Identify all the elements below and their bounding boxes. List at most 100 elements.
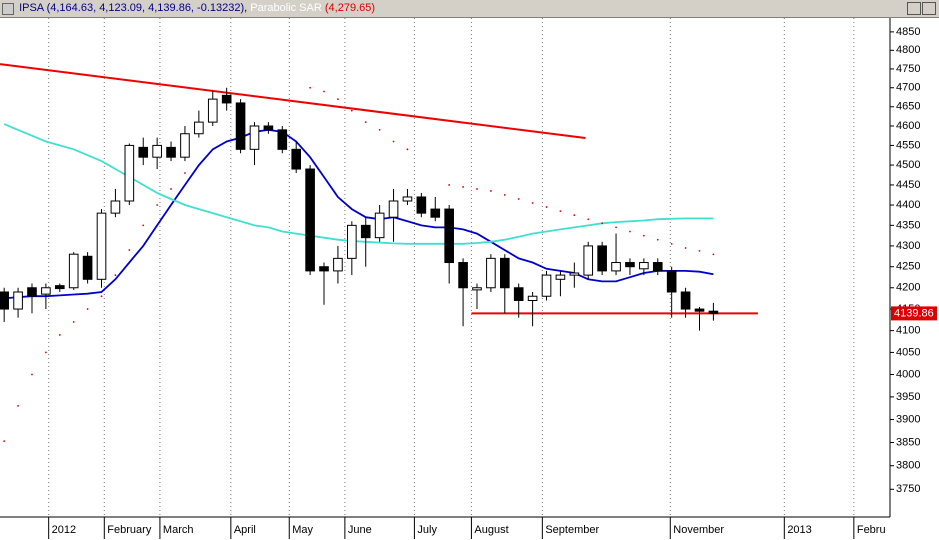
candle-body bbox=[0, 291, 9, 310]
sar-dot bbox=[573, 214, 576, 217]
sar-dot bbox=[601, 222, 604, 225]
candle-body bbox=[639, 262, 649, 270]
candle-body bbox=[680, 291, 691, 310]
chart: 4850 4800 4750 4700 4650 4600 4550 4500 4450 4400… bbox=[0, 18, 939, 540]
x-tick-label: November bbox=[673, 524, 724, 536]
sar-dot bbox=[489, 190, 492, 192]
y-tick-label: 3900 bbox=[896, 413, 920, 425]
last-price-box bbox=[891, 306, 937, 321]
candle-body bbox=[319, 266, 329, 272]
symbol: IPSA bbox=[19, 2, 44, 14]
candle-body bbox=[166, 146, 176, 158]
candle-body bbox=[569, 272, 580, 276]
candle-body bbox=[611, 262, 621, 272]
candle-body bbox=[152, 144, 162, 158]
x-tick-label: Febru bbox=[857, 524, 886, 536]
sar-dot bbox=[170, 188, 172, 190]
y-tick-label: 3950 bbox=[896, 391, 920, 403]
candle-body bbox=[444, 208, 454, 264]
sar-dot bbox=[86, 308, 89, 310]
candle-body bbox=[54, 285, 65, 290]
sar-dot bbox=[545, 206, 548, 208]
candle-body bbox=[96, 212, 107, 280]
sar-dot bbox=[31, 373, 33, 376]
sar-dot bbox=[629, 230, 631, 233]
sar-dot bbox=[72, 321, 75, 323]
y-tick-label: 4800 bbox=[896, 44, 920, 56]
candle-body bbox=[374, 212, 385, 239]
candle-body bbox=[13, 291, 23, 310]
symbol-values: (4,164.63, 4,123.09, 4,139.86, -0.13232) bbox=[46, 2, 245, 14]
candle-body bbox=[207, 98, 218, 123]
x-tick-label: August bbox=[474, 524, 508, 536]
sar-dot bbox=[517, 198, 520, 200]
y-tick-label: 4100 bbox=[896, 325, 920, 337]
sar-dot bbox=[350, 109, 353, 112]
candle-body bbox=[541, 274, 552, 297]
candle-body bbox=[458, 262, 468, 289]
sar-dot bbox=[531, 202, 534, 204]
sar-dot bbox=[698, 249, 701, 252]
x-tick-label: April bbox=[234, 524, 256, 536]
indicator-line bbox=[3, 123, 714, 245]
x-tick-label: June bbox=[348, 524, 372, 536]
candle-body bbox=[68, 253, 79, 289]
last-price-label: 4139.86 bbox=[894, 307, 934, 319]
candle-body bbox=[221, 94, 232, 104]
sar-dot bbox=[142, 224, 145, 227]
y-tick-label: 4300 bbox=[896, 240, 920, 252]
candle-body bbox=[194, 121, 204, 135]
sar-dot bbox=[156, 204, 159, 206]
candle-body bbox=[249, 125, 260, 150]
y-axis-panel bbox=[890, 18, 939, 540]
candle-body bbox=[41, 287, 51, 295]
y-tick-label: 4000 bbox=[896, 368, 920, 380]
x-axis-panel bbox=[0, 517, 939, 540]
sar-dot bbox=[684, 247, 687, 249]
sar-dot bbox=[44, 351, 47, 354]
sar-dot bbox=[503, 194, 506, 196]
candle-body bbox=[277, 129, 288, 150]
candle-body bbox=[305, 168, 315, 272]
candle-body bbox=[333, 257, 343, 272]
sar-dot bbox=[337, 98, 339, 101]
candle-body bbox=[235, 102, 246, 150]
y-tick-label: 4500 bbox=[896, 159, 920, 171]
candle-body bbox=[472, 287, 482, 291]
header-bar: IPSA (4,164.63, 4,123.09, 4,139.86, -0.1… bbox=[0, 0, 939, 18]
sar-dot bbox=[323, 90, 325, 93]
sar-dot bbox=[114, 274, 117, 276]
restore-button[interactable] bbox=[907, 2, 921, 15]
trendline bbox=[0, 63, 586, 140]
y-tick-label: 3750 bbox=[896, 483, 920, 495]
sar-dot bbox=[670, 242, 673, 245]
x-tick-label: September bbox=[545, 524, 599, 536]
candle-body bbox=[291, 148, 302, 170]
sar-dot bbox=[615, 226, 617, 229]
candle-body bbox=[124, 144, 135, 202]
indicator-value: (4,279.65) bbox=[324, 2, 376, 14]
candle-body bbox=[138, 146, 149, 158]
candle-body bbox=[708, 310, 719, 314]
candle-body bbox=[583, 245, 594, 276]
sar-dot bbox=[128, 249, 131, 251]
x-tick-label: 2013 bbox=[787, 524, 811, 536]
candle-body bbox=[27, 287, 37, 297]
candle-body bbox=[597, 245, 607, 272]
y-tick-label: 3850 bbox=[896, 436, 920, 448]
candle-body bbox=[180, 133, 190, 158]
sar-dot bbox=[17, 405, 19, 407]
close-button[interactable] bbox=[922, 2, 936, 15]
x-tick-label: July bbox=[417, 524, 437, 536]
sar-dot bbox=[309, 86, 312, 89]
y-tick-label: 4450 bbox=[896, 179, 920, 191]
candle-body bbox=[527, 295, 538, 302]
x-tick-label: March bbox=[163, 524, 194, 536]
y-tick-label: 4700 bbox=[896, 82, 920, 94]
y-tick-label: 4750 bbox=[896, 63, 920, 75]
indicator-line bbox=[4, 128, 714, 300]
sar-dot bbox=[3, 440, 6, 442]
x-tick-label: 2012 bbox=[52, 524, 76, 536]
y-tick-label: 4600 bbox=[896, 120, 920, 132]
x-tick-label: February bbox=[107, 524, 152, 536]
